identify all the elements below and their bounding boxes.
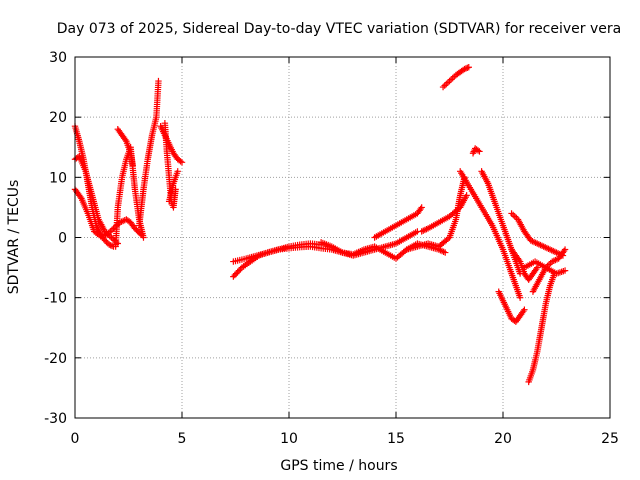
data-point-fill — [449, 74, 456, 82]
y-tick-label: 30 — [49, 50, 67, 66]
series-arc11 — [230, 240, 325, 280]
grid-lines — [75, 57, 610, 418]
data-point-fill — [234, 268, 241, 276]
axis-ticks: 0 5 10 15 20 25 -30 -20 -10 0 10 20 30 — [44, 50, 619, 447]
x-tick-label: 10 — [280, 431, 298, 447]
data-point — [446, 77, 453, 85]
data-point — [101, 237, 109, 244]
data-point-fill — [103, 238, 110, 246]
data-point — [155, 77, 162, 85]
series-arc15 — [403, 174, 468, 253]
data-point — [129, 162, 136, 169]
data-point-fill — [231, 271, 238, 279]
data-point — [465, 64, 472, 71]
series-arc14 — [418, 192, 470, 235]
data-point — [476, 148, 483, 155]
data-point-fill — [177, 158, 184, 165]
data-point — [442, 249, 449, 256]
data-point — [106, 241, 113, 248]
data-point — [178, 159, 186, 166]
data-point — [230, 273, 237, 280]
data-point — [561, 246, 569, 253]
data-point-fill — [441, 82, 448, 89]
series-arc7 — [157, 122, 186, 166]
series-arc24 — [529, 246, 569, 295]
data-point — [561, 267, 569, 274]
series-arc23 — [525, 270, 558, 386]
data-point — [521, 306, 528, 313]
series-arc17 — [469, 145, 483, 157]
series-arc4 — [112, 144, 147, 250]
data-point-fill — [444, 235, 452, 242]
data-point — [461, 65, 468, 73]
data-point-fill — [401, 247, 409, 255]
data-point — [508, 210, 515, 217]
series-arc2 — [71, 186, 145, 240]
data-point-fill — [532, 265, 540, 273]
y-tick-label: 10 — [49, 170, 67, 186]
data-point-fill — [464, 64, 471, 72]
data-point-fill — [77, 193, 84, 201]
data-point — [463, 192, 470, 199]
data-point-fill — [515, 256, 523, 264]
data-point-fill — [462, 65, 470, 72]
y-tick-label: 20 — [49, 110, 67, 126]
data-point — [439, 83, 447, 91]
series-arc12 — [317, 228, 421, 259]
y-tick-label: -10 — [44, 291, 67, 307]
data-point — [110, 225, 117, 232]
series-arc25 — [521, 258, 569, 277]
data-point — [516, 294, 524, 301]
data-point — [418, 204, 425, 211]
x-tick-label: 5 — [178, 431, 187, 447]
y-tick-label: 0 — [58, 231, 67, 247]
x-tick-label: 25 — [601, 431, 619, 447]
data-point-fill — [509, 211, 517, 219]
x-tick-label: 15 — [387, 431, 405, 447]
y-axis-label: SDTVAR / TECUs — [6, 180, 22, 295]
data-point-fill — [417, 205, 424, 213]
series-arc5 — [114, 126, 136, 169]
data-point-fill — [552, 256, 559, 264]
data-point-fill — [233, 270, 240, 277]
data-points — [71, 64, 569, 386]
x-axis-label: GPS time / hours — [280, 458, 397, 474]
series-arc22 — [508, 210, 567, 259]
data-point — [140, 234, 147, 241]
data-point-fill — [474, 147, 482, 154]
data-point-fill — [235, 267, 243, 274]
series-arc13 — [371, 204, 425, 241]
data-point-fill — [520, 308, 527, 315]
x-tick-label: 0 — [71, 431, 80, 447]
data-point — [131, 225, 139, 232]
x-tick-label: 20 — [494, 431, 512, 447]
series-arc18 — [457, 168, 524, 301]
series-arc6 — [136, 77, 162, 229]
series-arc16 — [439, 64, 472, 91]
data-point-fill — [511, 213, 518, 220]
series-arc20 — [495, 288, 528, 325]
chart-title: Day 073 of 2025, Sidereal Day-to-day VTE… — [57, 21, 621, 37]
y-tick-label: -30 — [44, 411, 67, 427]
series-arc9 — [165, 168, 181, 205]
y-tick-label: -20 — [44, 351, 67, 367]
data-point-fill — [107, 242, 114, 249]
data-point-fill — [444, 79, 452, 86]
data-point — [174, 168, 181, 175]
data-point-fill — [122, 136, 129, 143]
data-point-fill — [560, 247, 568, 255]
data-point-fill — [108, 242, 116, 250]
data-point-fill — [443, 80, 450, 88]
data-point-fill — [108, 226, 116, 234]
data-point-fill — [447, 76, 455, 83]
